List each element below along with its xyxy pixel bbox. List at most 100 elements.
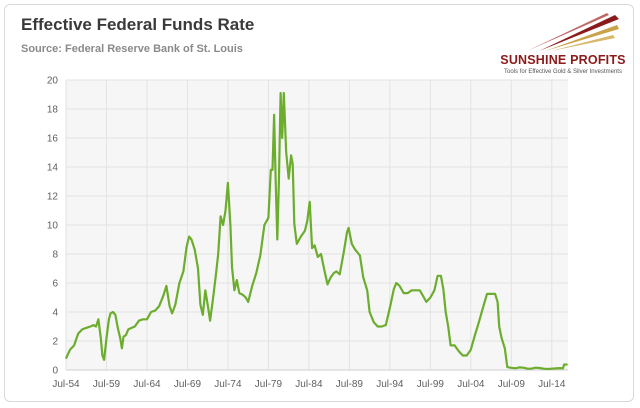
rate-data-point [304,230,306,232]
rate-data-point [323,269,325,271]
rate-data-point [300,236,302,238]
rate-data-point [450,344,452,346]
rate-data-point [158,305,160,307]
chart-title: Effective Federal Funds Rate [21,15,255,34]
rate-data-point [522,367,525,369]
rate-data-point [494,293,496,295]
x-tick-label: Jul-59 [93,379,121,390]
y-tick-label: 2 [52,337,58,348]
rate-data-point [369,311,371,313]
rate-data-point [385,324,387,326]
rate-data-point [169,305,171,307]
rate-data-point [270,169,272,171]
sunshine-profits-logo: SUNSHINE PROFITS Tools for Effective Gol… [497,11,629,81]
rate-data-point [510,367,512,369]
rate-data-point [293,223,295,225]
rate-data-point [478,321,480,323]
rate-data-point [366,289,368,291]
rate-data-point [442,288,444,290]
rate-data-point [215,275,217,277]
rate-data-point [138,320,140,322]
rate-data-point [285,151,287,154]
rate-data-point [231,266,233,268]
rate-data-point [224,209,227,212]
rate-data-point [259,254,261,256]
y-tick-label: 18 [47,105,59,116]
rate-data-point [415,289,417,291]
rate-data-point [429,296,431,299]
rate-data-point [121,347,123,349]
rate-data-point [343,252,345,254]
rate-data-point [501,337,503,339]
rate-data-point [309,201,311,203]
rate-data-point [194,249,196,251]
rate-data-point [122,336,125,338]
rate-data-point [146,318,148,320]
rate-data-point [220,215,222,217]
x-tick-label: Jul-64 [133,379,161,390]
rate-data-point [504,347,506,349]
rate-data-point [105,337,108,339]
x-tick-label: Jul-09 [498,379,526,390]
y-tick-label: 12 [47,192,59,203]
rate-data-point [562,367,564,369]
rate-data-point [563,364,565,366]
rate-data-point [212,301,214,303]
rate-data-point [399,285,401,287]
rate-data-point [188,236,190,238]
rate-data-point [290,154,292,156]
rate-data-point [395,282,397,284]
rate-data-point [229,224,231,226]
rate-data-point [518,366,521,368]
rate-data-point [346,231,348,233]
rate-data-point [531,368,533,370]
rate-data-point [65,357,67,359]
rate-data-point [335,270,337,272]
rate-data-point [77,333,79,335]
rate-data-point [359,254,361,256]
rate-data-point [127,328,129,330]
rate-data-point [271,169,274,171]
y-tick-label: 8 [52,250,58,261]
rate-data-point [381,325,383,328]
rate-data-point [445,311,447,313]
rate-data-point [202,314,204,316]
rate-data-point [559,367,561,369]
rate-data-point [283,92,285,94]
rate-data-point [114,314,116,316]
x-tick-label: Jul-14 [538,379,566,390]
rate-data-point [339,273,341,275]
logo-name: SUNSHINE PROFITS [500,53,626,67]
rate-data-point [280,92,282,94]
rate-data-point [458,350,460,352]
x-tick-label: Jul-04 [457,379,485,390]
rate-data-point [454,344,456,346]
rate-data-point [186,246,188,248]
rate-data-point [263,224,265,226]
rate-data-point [247,301,249,303]
rate-data-point [362,276,364,278]
rate-data-point [281,137,283,139]
rate-data-point [486,293,488,295]
rate-data-point [174,304,176,306]
rate-data-point [447,325,449,328]
rate-data-point [330,276,332,278]
rate-data-point [497,301,499,303]
rate-data-point [275,180,277,183]
rate-data-point [333,272,335,274]
x-tick-label: Jul-94 [376,379,404,390]
rate-data-point [292,163,294,165]
rate-data-point [117,327,119,329]
rate-data-point [462,354,464,357]
rate-data-point [433,289,435,291]
rate-data-point [566,363,568,366]
rate-data-point [437,275,439,277]
rate-data-point [423,296,425,299]
rate-data-point [470,349,472,351]
rate-data-point [311,247,313,249]
rate-data-point [236,279,238,281]
y-tick-label: 20 [47,76,59,87]
rate-data-point [288,178,290,180]
rate-data-point [150,311,152,313]
